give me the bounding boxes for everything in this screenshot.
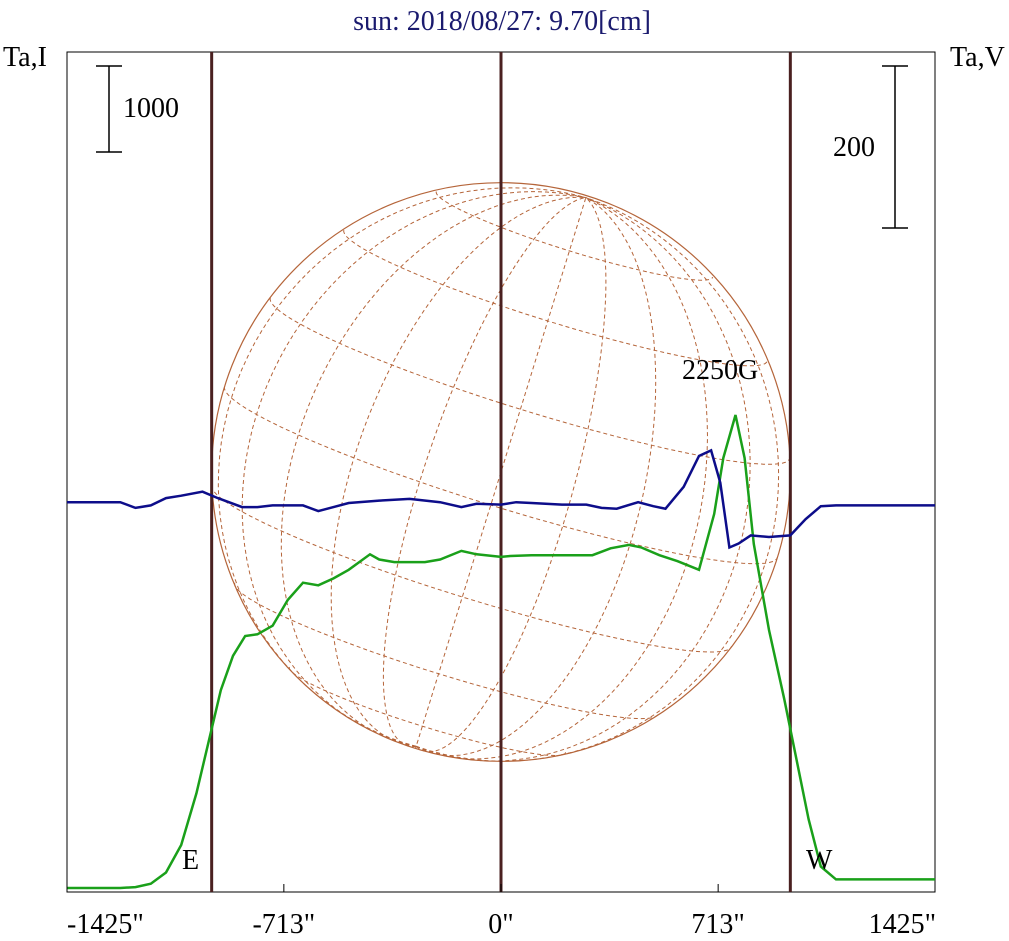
east-label: E — [182, 845, 199, 876]
longitude-line — [217, 187, 587, 747]
longitude-line — [280, 194, 586, 747]
longitude-line — [415, 197, 657, 757]
longitude-line — [415, 197, 751, 762]
longitude-line — [382, 197, 587, 748]
latitude-line — [211, 485, 733, 653]
west-label: W — [806, 845, 833, 876]
x-tick-label: 0" — [488, 909, 513, 940]
field-strength-label: 2250G — [682, 355, 758, 386]
series-intensity-line — [67, 414, 935, 890]
x-tick-label: 1425" — [869, 909, 936, 940]
x-tick-label: 713" — [691, 909, 744, 940]
right-axis-label: Ta,V — [950, 42, 1005, 73]
longitude-line — [415, 197, 709, 760]
polarization-scale-label: 200 — [833, 132, 875, 163]
latitude-line — [288, 666, 567, 757]
chart-title: sun: 2018/08/27: 9.70[cm] — [353, 6, 651, 37]
longitude-line — [330, 196, 586, 747]
x-tick-labels: -1425" -713" 0" 713" 1425" — [66, 884, 936, 940]
series-polarization-line — [67, 448, 935, 550]
latitude-line — [435, 191, 714, 281]
intensity-scale-label: 1000 — [123, 93, 179, 124]
latitude-line — [234, 582, 659, 720]
polarization-scale-bar: 200 — [833, 65, 908, 229]
vertical-markers — [210, 52, 792, 892]
intensity-scale-bar: 1000 — [96, 65, 179, 153]
longitude-line — [415, 197, 780, 762]
x-tick-label: -713" — [252, 909, 315, 940]
longitude-line — [241, 191, 587, 747]
x-tick-label: -1425" — [67, 909, 144, 940]
longitude-line — [415, 197, 607, 753]
left-axis-label: Ta,I — [3, 42, 47, 73]
